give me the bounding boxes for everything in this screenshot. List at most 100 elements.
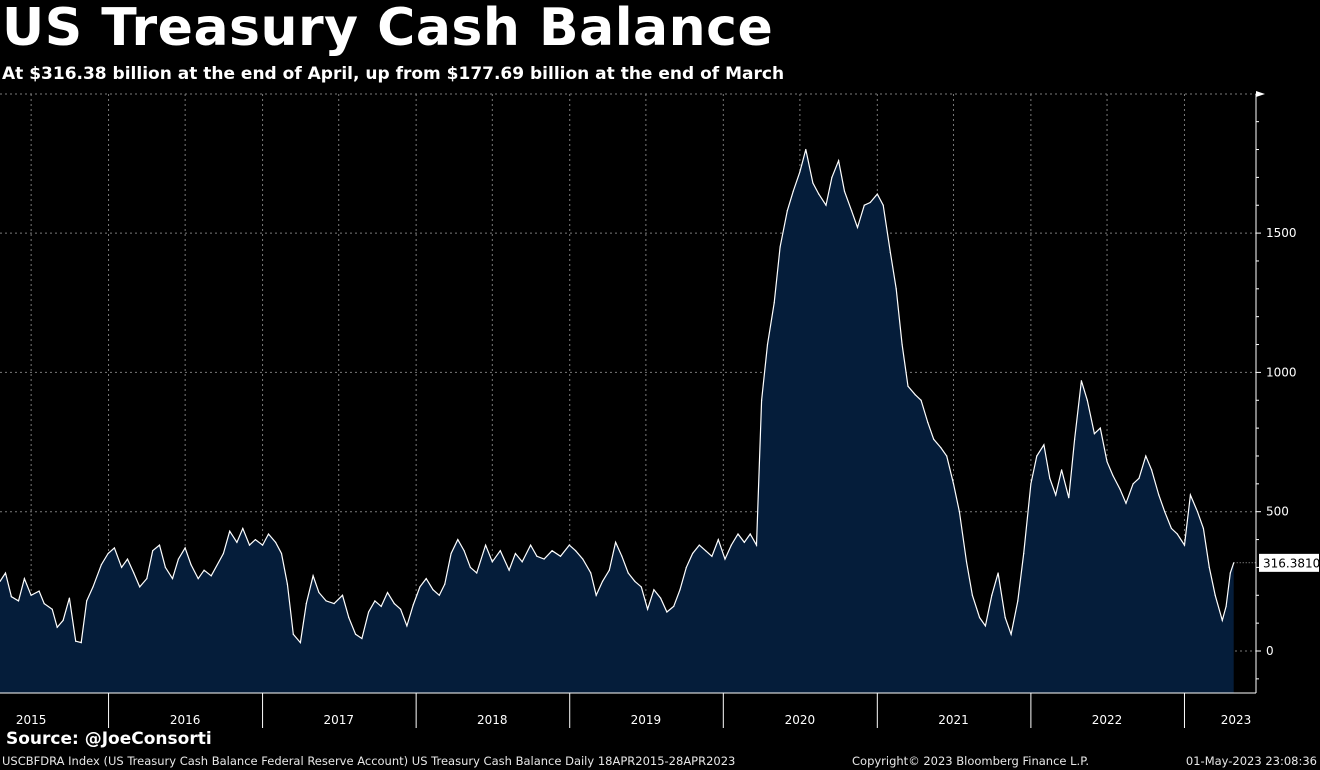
data-point (1112, 474, 1114, 477)
data-point (222, 552, 225, 555)
data-point (521, 561, 523, 563)
data-point (851, 210, 853, 212)
data-point (62, 619, 64, 621)
data-point (551, 550, 553, 552)
data-point (614, 541, 617, 543)
data-point (242, 527, 244, 530)
last-value-label: 316.3810 (1233, 553, 1320, 572)
y-axis-arrow (1256, 91, 1265, 97)
data-point (711, 555, 713, 557)
data-point (685, 566, 687, 569)
data-point (190, 564, 192, 566)
footer-copyright: Copyright© 2023 Bloomberg Finance L.P. (852, 754, 1089, 768)
data-point (933, 438, 935, 440)
source-credit: Source: @JoeConsorti (6, 729, 212, 749)
data-point (1004, 616, 1006, 619)
data-point (660, 597, 662, 599)
x-tick-label-2018: 2018 (477, 713, 508, 727)
data-point (590, 572, 592, 574)
data-point (1151, 469, 1153, 471)
data-point (1125, 502, 1127, 504)
data-point (333, 603, 335, 605)
data-point (164, 566, 166, 569)
last-value-text: 316.3810 (1263, 556, 1320, 570)
y-axis-ticks: 0 500 1000 1500 (1256, 121, 1297, 680)
data-point (86, 600, 88, 602)
data-point (80, 642, 82, 644)
data-point (863, 204, 865, 206)
data-point (914, 394, 916, 396)
data-point (575, 550, 577, 552)
data-point (1183, 544, 1186, 546)
data-point (121, 566, 123, 569)
data-point (831, 176, 833, 178)
data-point (646, 608, 649, 610)
y-tick-label-0: 0 (1266, 644, 1274, 658)
data-point (325, 600, 327, 602)
data-point (508, 569, 510, 571)
data-point (514, 552, 517, 555)
data-point (1132, 483, 1134, 485)
data-point (476, 572, 478, 574)
data-point (184, 547, 186, 549)
data-point (971, 594, 974, 596)
data-point (705, 550, 707, 552)
data-point (1164, 511, 1166, 513)
data-point (299, 642, 302, 644)
data-point (126, 558, 129, 560)
data-point (0, 580, 1, 582)
data-point (312, 575, 314, 577)
data-point (146, 577, 148, 580)
data-point (1068, 497, 1070, 499)
data-point (254, 538, 257, 541)
data-point (760, 399, 763, 401)
data-point (139, 586, 141, 588)
data-point (737, 533, 739, 535)
data-point (812, 182, 814, 184)
x-tick-label-2021: 2021 (938, 713, 969, 727)
data-point (361, 637, 363, 640)
data-point (666, 611, 668, 613)
data-point (1099, 427, 1101, 429)
data-point (568, 544, 570, 546)
data-point (275, 541, 277, 543)
axes (0, 91, 1265, 694)
data-point (946, 455, 948, 457)
data-point (1023, 552, 1025, 555)
data-point (582, 558, 584, 560)
data-point (92, 586, 94, 588)
data-point (1176, 533, 1178, 535)
data-point (825, 204, 827, 206)
data-point (305, 603, 307, 605)
data-point (432, 589, 434, 591)
data-point (743, 541, 745, 543)
data-point (940, 447, 942, 449)
data-point (348, 616, 350, 619)
data-point (984, 625, 987, 627)
y-tick-label-500: 500 (1266, 505, 1289, 519)
x-tick-label-2015: 2015 (16, 713, 47, 727)
data-point (536, 555, 538, 557)
data-point (1189, 494, 1191, 496)
data-point (1055, 494, 1057, 496)
data-point (280, 552, 283, 555)
data-point (1158, 494, 1160, 496)
data-point (158, 544, 161, 546)
data-point (1214, 594, 1216, 596)
data-point (354, 633, 357, 635)
data-point (75, 640, 77, 642)
data-point (1093, 433, 1096, 435)
x-tick-label-2016: 2016 (170, 713, 201, 727)
data-point (634, 580, 636, 582)
data-point (1225, 605, 1227, 608)
data-point (876, 193, 878, 195)
data-point-marks (0, 148, 1235, 644)
data-point (1106, 460, 1108, 463)
data-point (133, 572, 135, 574)
data-point (907, 385, 909, 387)
data-point (236, 541, 238, 543)
data-point (805, 148, 807, 151)
data-point (113, 547, 116, 549)
data-point (367, 611, 370, 613)
